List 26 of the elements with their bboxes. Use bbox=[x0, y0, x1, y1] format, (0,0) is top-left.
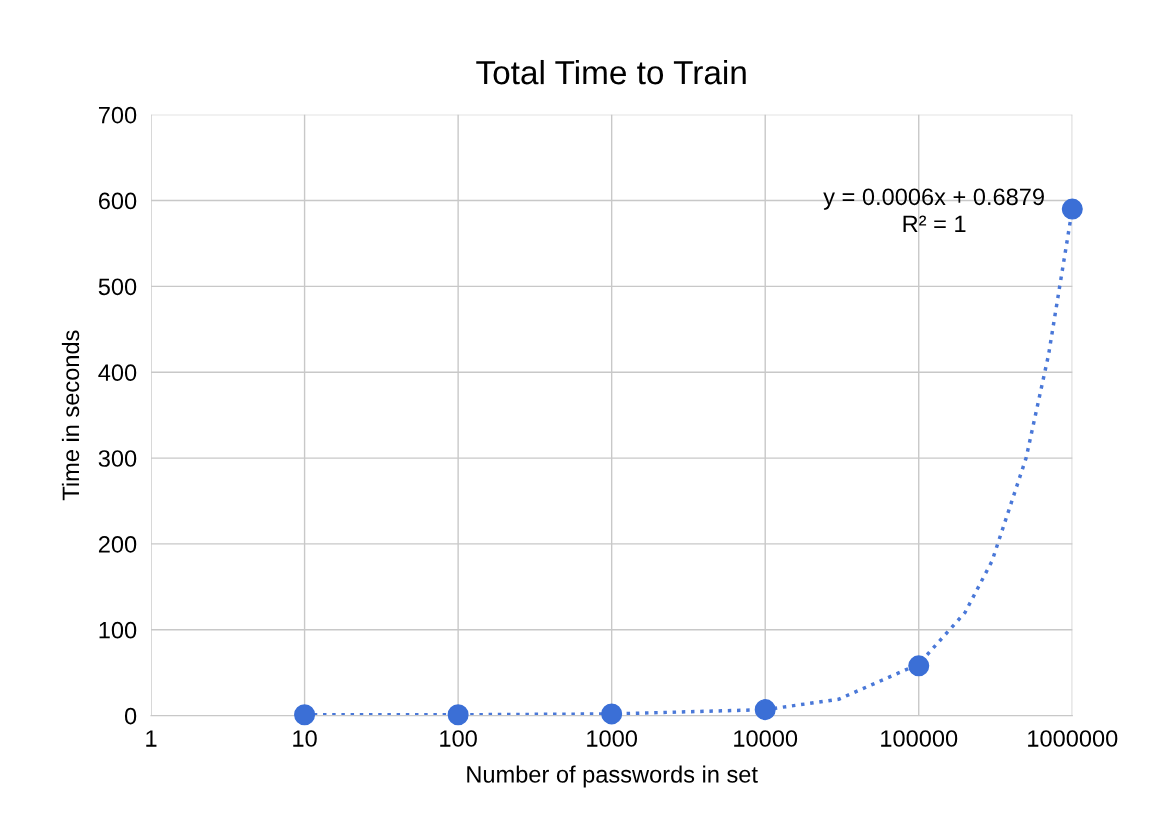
annotation: R² = 1 bbox=[903, 215, 966, 232]
x-tick-label: 10 bbox=[293, 730, 317, 747]
y-tick-label: 600 bbox=[98, 192, 137, 210]
y-tick-label: 100 bbox=[99, 621, 137, 639]
x-tick-label: 1 bbox=[146, 730, 157, 747]
y-tick-label: 0 bbox=[124, 707, 137, 725]
y-tick-label: 400 bbox=[98, 364, 137, 382]
point bbox=[447, 704, 469, 726]
x-tick-label: 10000 bbox=[734, 730, 798, 747]
chart-title: Total Time to Train bbox=[476, 59, 746, 85]
x-tick-label: 1000 bbox=[587, 730, 638, 747]
x-tick-label: 100 bbox=[440, 730, 477, 747]
x-tick-label: 100000 bbox=[881, 730, 958, 747]
y-tick-label: 300 bbox=[98, 450, 137, 467]
x-axis-title: Number of passwords in set bbox=[467, 765, 758, 788]
y-tick-label: 500 bbox=[98, 278, 137, 296]
x-tick-label: 1000000 bbox=[1028, 730, 1118, 747]
point bbox=[754, 699, 776, 721]
point bbox=[908, 655, 930, 677]
annotation: y = 0.0006x + 0.6879 bbox=[823, 188, 1044, 210]
y-axis-title: Time in seconds bbox=[61, 330, 80, 501]
point bbox=[294, 704, 316, 726]
y-tick-label: 700 bbox=[98, 106, 137, 124]
point bbox=[601, 703, 623, 725]
point bbox=[1061, 198, 1083, 220]
y-tick-label: 200 bbox=[98, 536, 137, 553]
